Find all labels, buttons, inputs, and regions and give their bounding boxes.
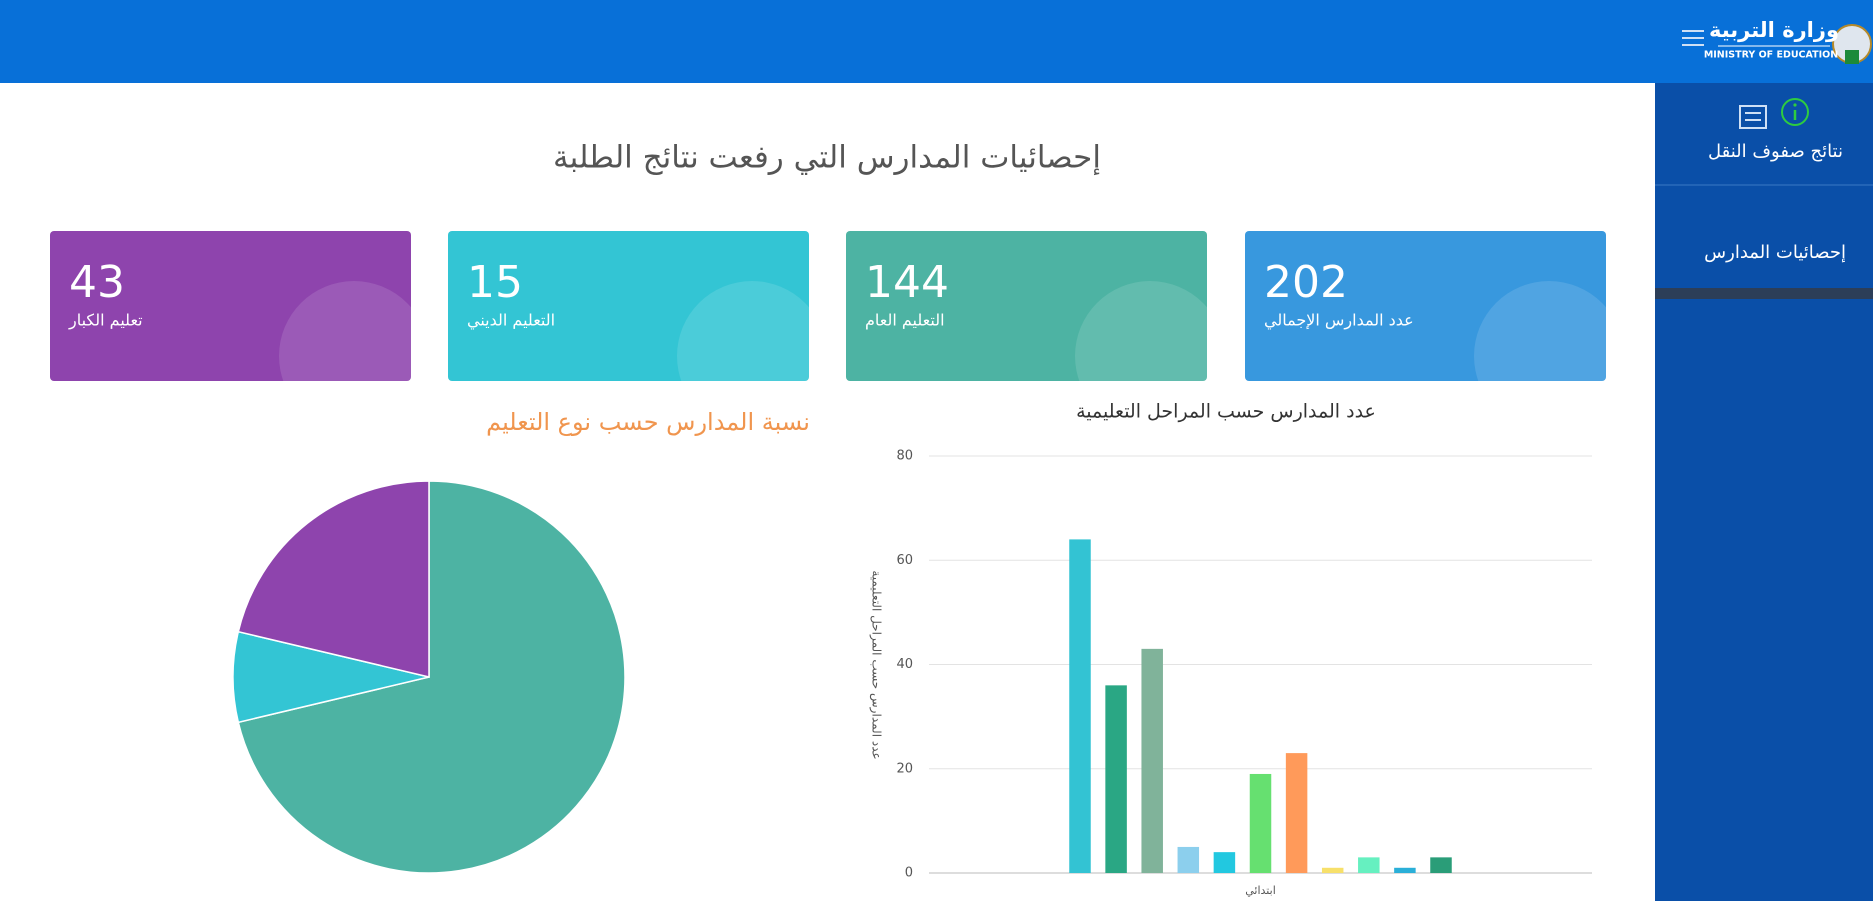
chart-title: عدد المدارس حسب المراحل التعليمية (1076, 401, 1376, 423)
bar (1213, 852, 1236, 873)
sidebar-band (1655, 288, 1873, 299)
globe (279, 281, 411, 381)
pie-slice (237, 480, 626, 874)
card-globe (677, 281, 809, 381)
card-value: 43 (69, 257, 125, 308)
stat-card: 202 عدد المدارس الإجمالي (1245, 231, 1606, 381)
card-value: 202 (1264, 257, 1348, 308)
card-bg (846, 231, 1207, 381)
card-globe (279, 281, 411, 381)
stat-card: 144 التعليم العام (846, 231, 1207, 381)
bar (1177, 846, 1200, 873)
bar (1285, 753, 1308, 873)
card-globe (1075, 281, 1207, 381)
bar (1358, 857, 1380, 873)
card-globe (1474, 281, 1606, 381)
card-label: التعليم الديني (467, 311, 555, 331)
page-title: إحصائيات المدارس التي رفعت نتائج الطلبة (553, 140, 1101, 176)
logo-subtitle: MINISTRY OF EDUCATION (1704, 50, 1838, 61)
bar (1249, 773, 1272, 873)
x-tick-label: ابتدائي (1245, 884, 1276, 897)
y-tick-label: 80 (896, 449, 913, 464)
pie-slice (237, 480, 430, 678)
results-icon (1739, 98, 1809, 129)
card-bg (1245, 231, 1606, 381)
stat-card: 43 تعليم الكبار (50, 231, 411, 381)
logo-title: وزارة التربية (1709, 18, 1839, 42)
bar (1141, 648, 1163, 873)
y-tick-label: 40 (896, 657, 913, 672)
menu-button[interactable] (1682, 30, 1704, 46)
card-value: 15 (467, 257, 523, 308)
bar (1105, 685, 1127, 873)
bar (1069, 539, 1091, 873)
card-bg (448, 231, 809, 381)
globe (1075, 281, 1207, 381)
bar (1430, 857, 1452, 873)
globe (677, 281, 809, 381)
y-tick-label: 60 (896, 553, 913, 568)
sidebar-item[interactable]: إحصائيات المدارس (1704, 242, 1846, 263)
bar (1321, 867, 1344, 873)
card-label: عدد المدارس الإجمالي (1264, 311, 1414, 331)
y-axis-label: عدد المدارس حسب المراحل التعليمية (869, 570, 884, 759)
logo-emblem (1832, 24, 1872, 64)
sidebar-item[interactable]: نتائج صفوف النقل (1708, 141, 1843, 162)
card-bg (50, 231, 411, 381)
sidebar (1655, 83, 1873, 901)
bar (1394, 867, 1416, 873)
y-tick-label: 0 (905, 866, 913, 881)
stat-card: 15 التعليم الديني (448, 231, 809, 381)
card-label: التعليم العام (865, 311, 945, 330)
y-tick-label: 20 (896, 761, 913, 776)
top-bar (0, 0, 1873, 83)
chart-title: نسبة المدارس حسب نوع التعليم (486, 408, 810, 436)
card-value: 144 (865, 257, 949, 308)
card-label: تعليم الكبار (68, 311, 143, 331)
globe (1474, 281, 1606, 381)
